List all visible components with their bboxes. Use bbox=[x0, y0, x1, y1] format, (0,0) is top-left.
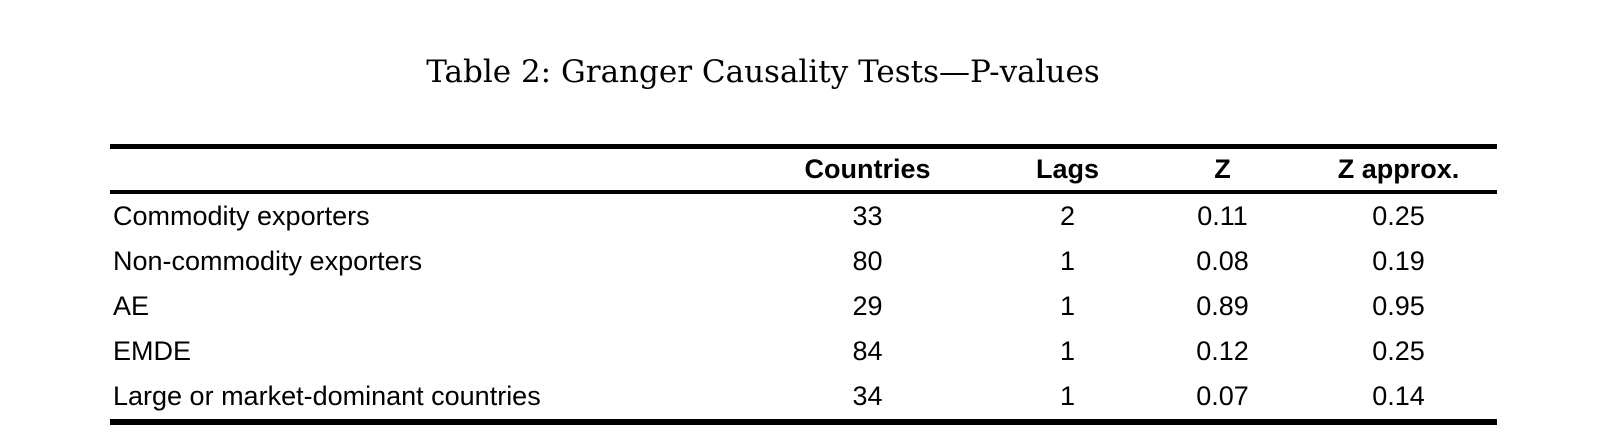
cell-countries: 29 bbox=[852, 291, 883, 321]
cell-lags: 1 bbox=[1059, 381, 1076, 411]
cell-z-approx: 0.25 bbox=[1372, 336, 1425, 366]
cell-lags: 1 bbox=[1059, 291, 1076, 321]
row-label: AE bbox=[113, 291, 150, 321]
table-title: Table 2: Granger Causality Tests—P-value… bbox=[426, 54, 1100, 90]
row-label: EMDE bbox=[113, 336, 192, 366]
cell-lags: 2 bbox=[1059, 201, 1076, 231]
table-header: Countries Lags Z Z approx. bbox=[110, 146, 1497, 194]
row-label: Large or market-dominant countries bbox=[113, 381, 541, 411]
cell-z-approx: 0.95 bbox=[1372, 291, 1425, 321]
column-header-countries: Countries bbox=[745, 146, 990, 194]
cell-countries: 33 bbox=[852, 201, 883, 231]
table-row: EMDE 84 1 0.12 0.25 bbox=[110, 329, 1497, 374]
cell-countries: 34 bbox=[852, 381, 883, 411]
cell-z-approx: 0.25 bbox=[1372, 201, 1425, 231]
cell-z: 0.89 bbox=[1196, 291, 1249, 321]
table-row: AE 29 1 0.89 0.95 bbox=[110, 284, 1497, 329]
granger-causality-table: Countries Lags Z Z approx. Commodity exp… bbox=[110, 144, 1497, 425]
header-row: Countries Lags Z Z approx. bbox=[110, 146, 1497, 194]
cell-z: 0.07 bbox=[1196, 381, 1249, 411]
cell-z-approx: 0.14 bbox=[1372, 381, 1425, 411]
column-header-blank bbox=[110, 146, 745, 194]
column-header-lags: Lags bbox=[990, 146, 1145, 194]
table-container: Countries Lags Z Z approx. Commodity exp… bbox=[110, 144, 1497, 425]
table-row: Large or market-dominant countries 34 1 … bbox=[110, 374, 1497, 422]
cell-z-approx: 0.19 bbox=[1372, 246, 1425, 276]
cell-z: 0.08 bbox=[1196, 246, 1249, 276]
cell-countries: 80 bbox=[852, 246, 883, 276]
cell-lags: 1 bbox=[1059, 246, 1076, 276]
row-label: Commodity exporters bbox=[113, 201, 370, 231]
table-body: Commodity exporters 33 2 0.11 0.25 Non-c… bbox=[110, 192, 1497, 422]
table-row: Non-commodity exporters 80 1 0.08 0.19 bbox=[110, 239, 1497, 284]
table-row: Commodity exporters 33 2 0.11 0.25 bbox=[110, 192, 1497, 239]
column-header-z: Z bbox=[1145, 146, 1300, 194]
cell-lags: 1 bbox=[1059, 336, 1076, 366]
cell-z: 0.11 bbox=[1197, 201, 1248, 231]
row-label: Non-commodity exporters bbox=[113, 246, 423, 276]
column-header-z-approx: Z approx. bbox=[1300, 146, 1497, 194]
cell-z: 0.12 bbox=[1196, 336, 1249, 366]
cell-countries: 84 bbox=[852, 336, 883, 366]
